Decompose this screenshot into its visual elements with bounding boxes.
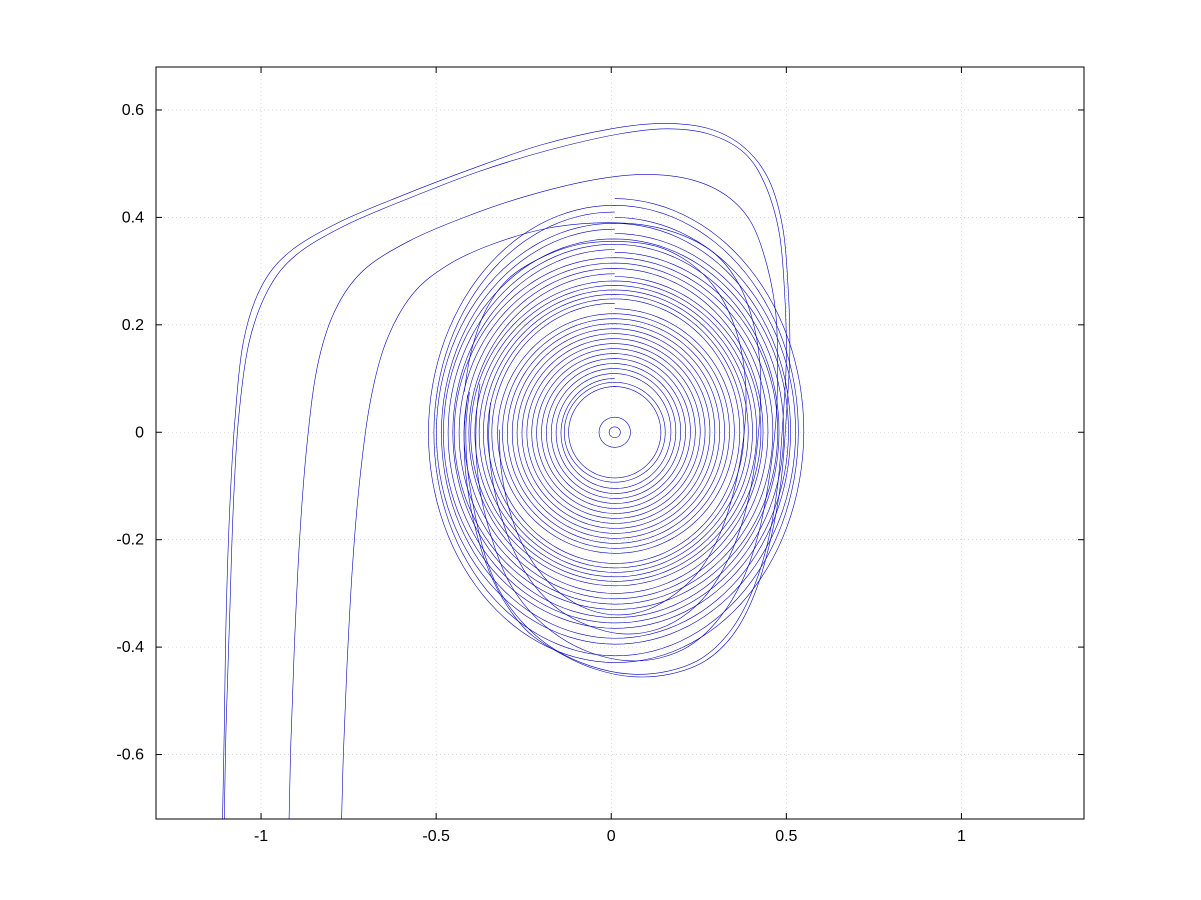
y-tick-label: 0 <box>135 424 144 441</box>
y-tick-label: -0.4 <box>116 639 144 656</box>
plot-background <box>156 67 1084 819</box>
y-tick-label: 0.4 <box>122 209 144 226</box>
y-tick-label: -0.2 <box>116 532 144 549</box>
x-tick-label: 0 <box>607 828 616 845</box>
x-tick-label: -1 <box>254 828 268 845</box>
x-tick-label: -0.5 <box>422 828 450 845</box>
x-tick-label: 0.5 <box>775 828 797 845</box>
y-tick-label: 0.6 <box>122 102 144 119</box>
phase-portrait-chart: -1 -0.5 0 0.5 1 -0.6 -0.4 -0.2 0 0.2 0.4 0.6 <box>0 0 1201 900</box>
y-tick-labels: -0.6 -0.4 -0.2 0 0.2 0.4 0.6 <box>116 102 144 764</box>
x-tick-labels: -1 -0.5 0 0.5 1 <box>254 828 966 845</box>
y-tick-label: -0.6 <box>116 747 144 764</box>
x-tick-label: 1 <box>957 828 966 845</box>
y-tick-label: 0.2 <box>122 317 144 334</box>
